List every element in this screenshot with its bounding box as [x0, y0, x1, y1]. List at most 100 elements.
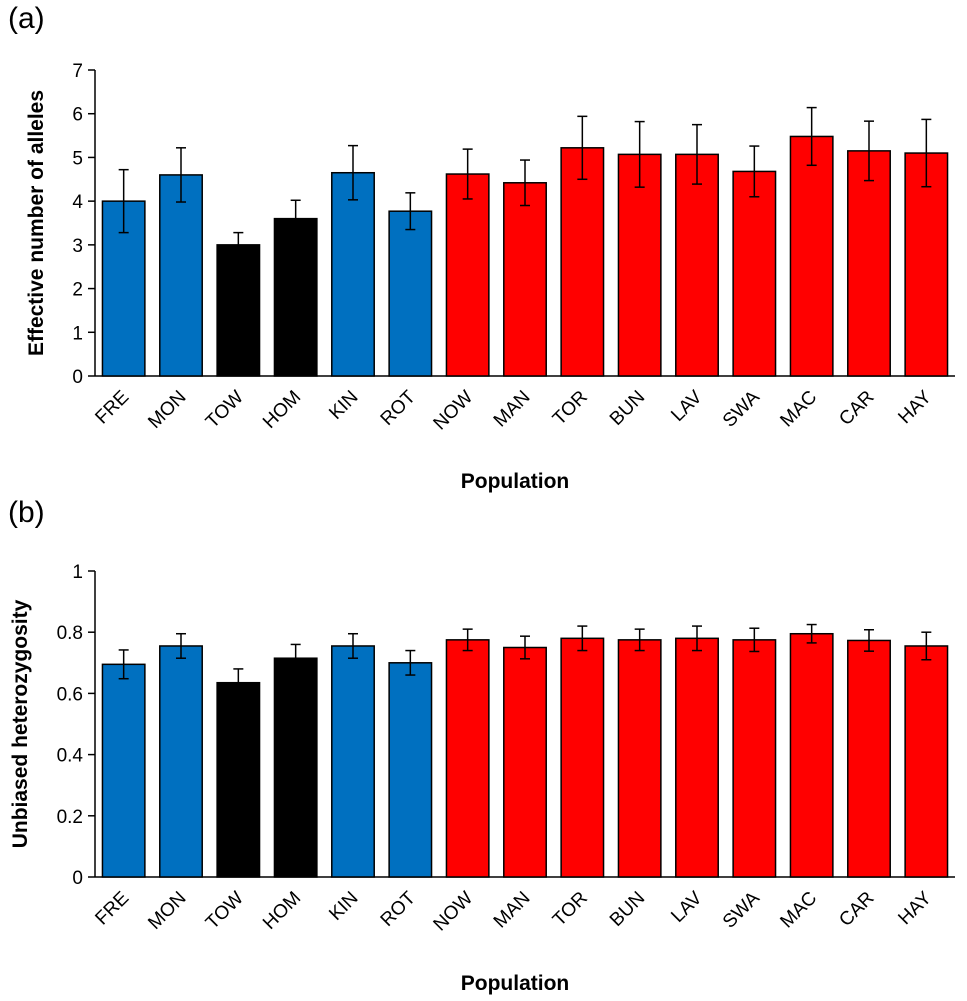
bar-lav [675, 637, 719, 878]
bar-tor [560, 637, 605, 878]
bar-mac [789, 135, 834, 377]
x-tick-label-tow: TOW [202, 387, 248, 433]
error-bar-car [864, 629, 874, 652]
error-bar-mon [176, 632, 186, 659]
error-bar-fre [118, 649, 129, 680]
error-bar-man [520, 635, 530, 660]
bar-hay [904, 152, 949, 377]
error-bar-lav [692, 625, 702, 652]
error-bar-mac [806, 623, 817, 644]
error-bar-hom [290, 643, 301, 673]
y-tick-label: 7 [72, 61, 83, 82]
bar-now [445, 173, 490, 377]
x-tick-label-kin: KIN [325, 387, 362, 424]
error-bar-rot [405, 192, 416, 231]
y-tick-label: 0.8 [57, 623, 83, 644]
x-tick-label-mon: MON [144, 387, 190, 433]
x-axis-title: Population [461, 972, 570, 995]
error-bar-mac [806, 106, 817, 167]
y-tick-label: 0 [72, 367, 83, 388]
error-bar-rot [405, 649, 416, 676]
error-bar-bun [634, 120, 645, 188]
x-tick-label-bun: BUN [606, 387, 649, 430]
bar-tow [216, 681, 261, 878]
panel-b-label: (b) [8, 496, 45, 529]
error-bar-tor [577, 625, 588, 652]
bar-mac [789, 632, 834, 878]
x-tick-label-man: MAN [490, 888, 535, 933]
x-tick-label-car: CAR [835, 387, 878, 430]
x-axis-title: Population [461, 470, 570, 493]
y-tick-label: 0.4 [57, 746, 84, 767]
error-bar-kin [348, 144, 358, 201]
bar-kin [331, 645, 375, 878]
error-bar-kin [348, 632, 358, 659]
x-tick-label-tor: TOR [549, 387, 592, 430]
x-tick-label-mon: MON [144, 888, 190, 934]
bar-car [847, 639, 891, 878]
bar-swa [732, 639, 777, 878]
bar-lav [675, 153, 719, 377]
bar-swa [732, 170, 777, 377]
error-bar-hay [921, 118, 932, 188]
x-tick-label-tor: TOR [549, 888, 592, 931]
y-tick-label: 0.2 [57, 807, 83, 828]
error-bar-car [864, 120, 874, 182]
bar-bun [617, 153, 662, 377]
bar-man [503, 646, 547, 878]
error-bar-tow [233, 231, 244, 258]
x-tick-label-hay: HAY [894, 386, 936, 428]
bar-fre [101, 200, 146, 377]
x-tick-label-rot: ROT [377, 887, 420, 930]
error-bar-now [462, 148, 473, 200]
bar-tow [216, 244, 261, 377]
x-tick-label-mac: MAC [776, 387, 821, 432]
y-tick-label: 2 [72, 280, 83, 301]
bar-hom [273, 217, 318, 377]
bar-rot [388, 662, 433, 878]
error-bar-tow [233, 668, 244, 698]
error-bar-hom [290, 199, 301, 238]
error-bar-fre [118, 168, 129, 234]
y-tick-label: 0 [72, 868, 83, 889]
bar-bun [617, 639, 662, 878]
bar-fre [101, 663, 146, 878]
y-axis-title: Effective number of alleles [25, 90, 48, 356]
x-tick-label-lav: LAV [667, 386, 706, 425]
x-tick-label-lav: LAV [667, 887, 706, 926]
y-tick-label: 0.6 [57, 684, 83, 705]
error-bar-swa [749, 627, 760, 653]
x-tick-label-swa: SWA [719, 887, 764, 932]
error-bar-bun [634, 628, 645, 652]
bar-kin [331, 171, 375, 377]
error-bar-lav [692, 123, 702, 185]
error-bar-mon [176, 147, 186, 203]
bar-rot [388, 210, 433, 377]
error-bar-now [462, 628, 473, 652]
x-tick-label-car: CAR [835, 888, 878, 931]
y-tick-label: 1 [72, 562, 83, 583]
bar-now [445, 639, 490, 878]
bar-mon [159, 645, 203, 878]
bar-tor [560, 147, 605, 377]
chart-a: 0 1 2 3 4 5 6 7 FRE MON TOW HOM KIN ROT NOW MAN TOR BUN LA… [25, 61, 955, 493]
y-axis-title: Unbiased heterozygosity [9, 599, 32, 848]
y-tick-label: 6 [72, 105, 83, 126]
y-tick-label: 5 [72, 148, 83, 169]
x-tick-label-now: NOW [430, 387, 478, 435]
x-tick-label-hay: HAY [894, 887, 936, 929]
x-tick-label-hom: HOM [259, 387, 305, 433]
x-tick-label-rot: ROT [377, 386, 420, 429]
x-tick-label-kin: KIN [325, 888, 362, 925]
x-tick-label-man: MAN [490, 387, 535, 432]
error-bar-man [520, 159, 530, 207]
y-tick-label: 4 [72, 192, 83, 213]
x-tick-label-hom: HOM [259, 888, 305, 934]
bar-hay [904, 645, 949, 878]
x-tick-label-fre: FRE [91, 387, 133, 429]
panel-a-label: (a) [8, 2, 45, 35]
x-tick-label-mac: MAC [776, 888, 821, 933]
error-bar-swa [749, 145, 760, 198]
bar-hom [273, 657, 318, 878]
x-tick-label-fre: FRE [91, 888, 133, 930]
